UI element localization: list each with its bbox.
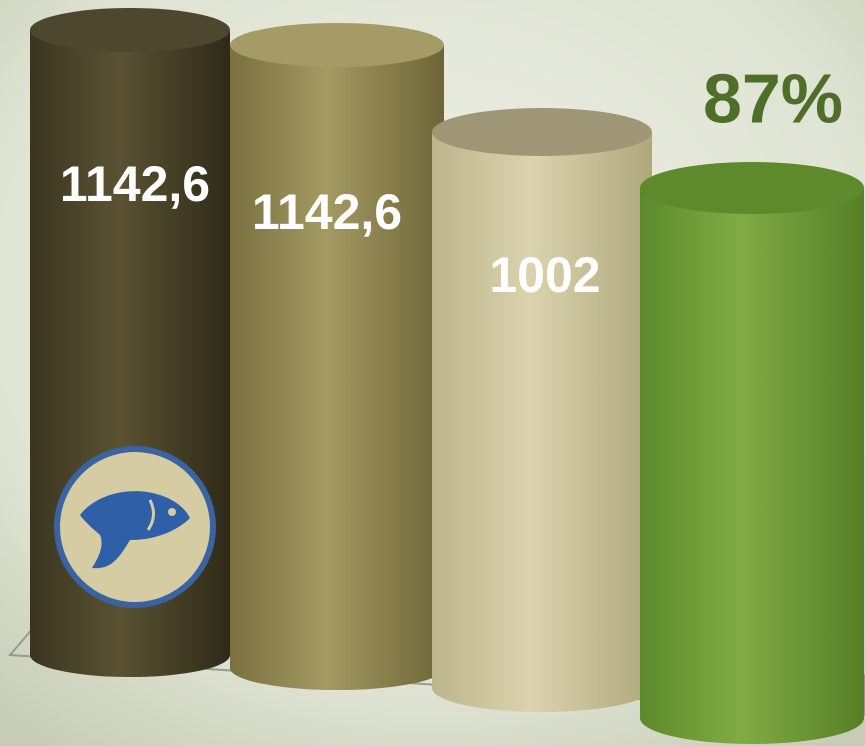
fish-icon [54, 446, 216, 608]
cylinder [640, 162, 864, 744]
cylinder [230, 23, 444, 690]
value-label: 1002 [489, 247, 600, 303]
value-label: 1142,6 [252, 184, 402, 240]
cylinder [432, 108, 652, 712]
value-label: 1142,6 [60, 156, 210, 212]
value-label: 87% [703, 59, 843, 137]
